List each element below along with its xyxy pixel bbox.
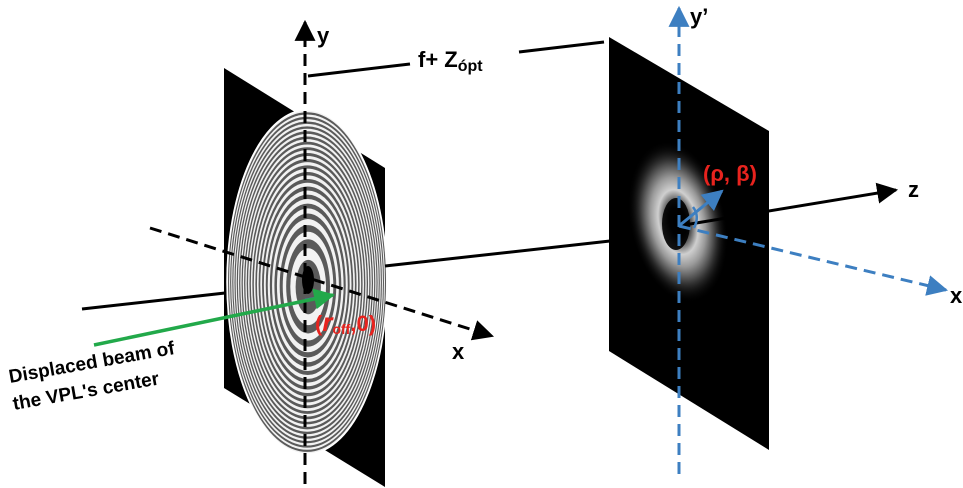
beta-angle-arc [691,206,698,229]
beam-pointer-arrow [93,288,336,347]
x-axis-left [149,226,495,341]
optical-axis-middle [384,239,611,268]
offset-label-rest: ,0) [350,311,376,336]
x-axis-left-label: x [452,339,465,364]
x-axis-right-label: x [950,283,963,308]
distance-bracket [307,62,411,78]
y-axis-left-label: y [317,23,330,48]
y-prime-axis-label: y’ [690,4,708,29]
distance-label-prefix: f+ Z [418,47,458,72]
distance-label-subscript: ópt [458,58,484,75]
z-axis [677,182,899,228]
polar-coordinates-label: (ρ, β) [703,161,757,186]
offset-label: (roff,0) [315,307,376,337]
intensity-spot-core [662,198,690,250]
x-axis-right [678,224,949,296]
polar-vector [679,189,724,227]
distance-bracket-right [518,40,605,54]
offset-label-subscript: off [332,321,350,337]
optical-axis-left [81,291,226,311]
distance-label: f+ Zópt [418,47,483,75]
offset-label-symbol: r [322,307,334,337]
z-axis-label: z [908,177,919,202]
vortex-lens-pattern [226,109,388,455]
offset-label-open: ( [315,311,323,336]
